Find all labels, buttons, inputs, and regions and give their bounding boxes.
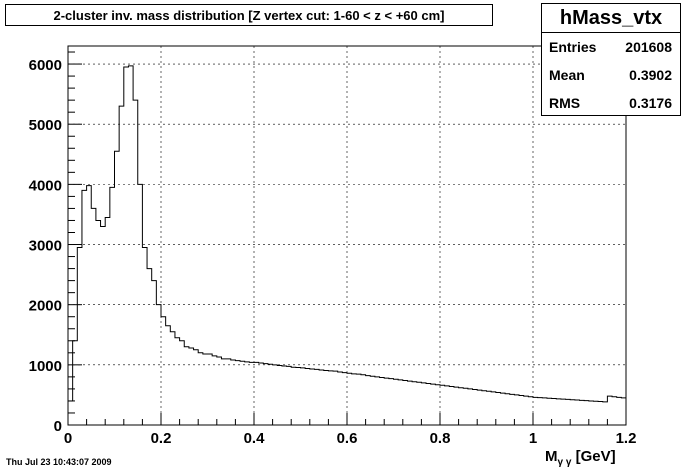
x-tick-label: 1	[529, 430, 537, 447]
tick-labels: 0 0.2 0.4 0.6 0.8 1 1.2 0 1000 2000 3000 4000 5000 60…	[29, 57, 637, 447]
x-tick-label: 1.2	[616, 430, 637, 447]
x-tick-label: 0.4	[244, 430, 266, 447]
stats-box: hMass_vtx Entries 201608 Mean 0.3902 RMS…	[541, 3, 681, 116]
stats-row-entries: Entries 201608	[542, 33, 680, 61]
x-axis-label-unit: [GeV]	[571, 448, 616, 465]
x-tick-label: 0	[64, 430, 72, 447]
stats-label: Entries	[549, 39, 597, 55]
y-tick-label: 1000	[29, 358, 62, 375]
x-tick-label: 0.6	[337, 430, 358, 447]
y-tick-label: 3000	[29, 238, 62, 255]
x-axis-label-main: M	[545, 448, 558, 465]
x-tick-label: 0.8	[430, 430, 451, 447]
histogram-line	[67, 65, 626, 425]
y-tick-label: 6000	[29, 57, 62, 74]
stats-row-rms: RMS 0.3176	[542, 89, 680, 117]
y-tick-label: 5000	[29, 117, 62, 134]
stats-label: RMS	[549, 95, 581, 111]
chart-title: 2-cluster inv. mass distribution [Z vert…	[5, 4, 493, 26]
y-tick-label: 2000	[29, 298, 62, 315]
x-tick-label: 0.2	[151, 430, 172, 447]
stats-value: 201608	[625, 39, 672, 55]
stats-row-mean: Mean 0.3902	[542, 61, 680, 89]
stats-value: 0.3176	[629, 95, 672, 111]
axis-ticks	[67, 51, 627, 426]
grid	[68, 46, 626, 425]
y-tick-label: 0	[54, 418, 62, 435]
y-tick-label: 4000	[29, 177, 62, 194]
stats-value: 0.3902	[629, 67, 672, 83]
datestamp: Thu Jul 23 10:43:07 2009	[6, 457, 112, 467]
x-axis-label-subscript: γ γ	[557, 457, 572, 468]
stats-label: Mean	[549, 67, 585, 83]
stats-name: hMass_vtx	[542, 4, 680, 33]
x-axis-label: Mγ γ [GeV]	[545, 448, 616, 468]
